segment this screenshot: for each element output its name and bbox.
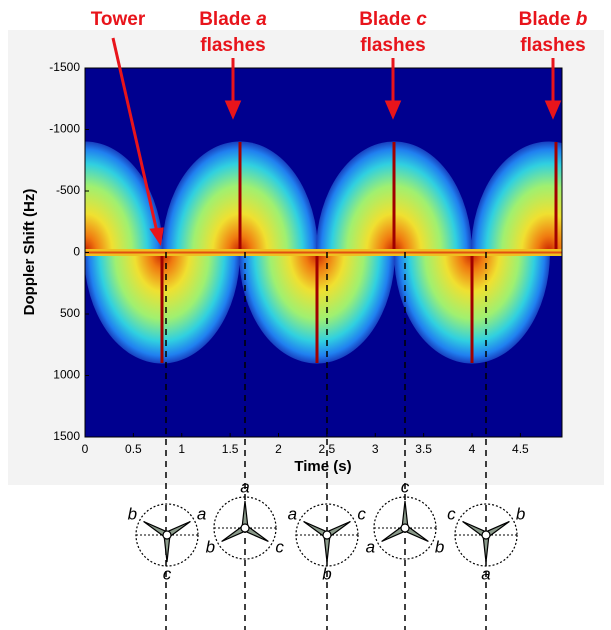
blade-flashes [160,142,558,363]
y-tick-label: 0 [73,245,80,259]
blade-label: a [288,504,297,523]
annotation-blade: a [256,9,267,30]
x-tick-label: 2.5 [319,442,336,456]
y-tick-label: 1500 [53,429,80,443]
x-tick-label: 4.5 [512,442,529,456]
x-tick-label: 1 [178,442,185,456]
x-axis-label: Time (s) [294,458,351,475]
blade-label: c [401,477,410,496]
rotor-hub [400,523,410,533]
blade-label: b [435,537,444,556]
y-axis-label: Doppler Shift (Hz) [21,189,38,316]
rotor-hub [481,530,491,540]
y-tick-label: -1000 [49,122,80,136]
blade-label: c [275,537,284,556]
x-tick-label: 4 [469,442,476,456]
annotation-text: flashes [520,35,585,56]
annotation-blade: c [416,9,427,30]
x-tick-label: 2 [275,442,282,456]
rotor-hub [240,523,250,533]
blade-label: a [240,477,249,496]
blade-label: c [163,564,172,583]
y-tick-label: -1500 [49,60,80,74]
annotations: Tower Blade a flashes Blade c flashes Blade b… [91,9,588,56]
blade-label: a [481,564,490,583]
annotation-text: flashes [200,35,265,56]
annotation: Blade b [519,9,588,30]
annotation-text: Blade [359,9,416,30]
x-tick-label: 1.5 [222,442,239,456]
blade-label: c [447,504,456,523]
annotation-text: Blade [199,9,256,30]
blade-label: b [322,564,331,583]
tower-return-core [85,251,562,254]
blade-label: b [206,537,215,556]
y-tick-label: 1000 [53,368,80,382]
blade-label: a [366,537,375,556]
annotation-text: Blade [519,9,576,30]
annotation: Tower [91,9,146,30]
blade-label: a [197,504,206,523]
x-tick-label: 3.5 [415,442,432,456]
annotation-blade: b [576,9,588,30]
y-tick-label: -500 [56,183,80,197]
rotor-hub [322,530,332,540]
time-markers [165,252,487,630]
blade-label: b [516,504,525,523]
blade-label: c [357,504,366,523]
annotation-arrows [111,37,562,247]
y-tick-label: 500 [60,306,80,320]
blade-label: b [128,504,137,523]
annotation: Blade c [359,9,427,30]
annotation-text: flashes [360,35,425,56]
x-tick-label: 0.5 [125,442,142,456]
x-tick-label: 3 [372,442,379,456]
rotor-hub [162,530,172,540]
x-tick-label: 0 [82,442,89,456]
annotation: Blade a [199,9,267,30]
